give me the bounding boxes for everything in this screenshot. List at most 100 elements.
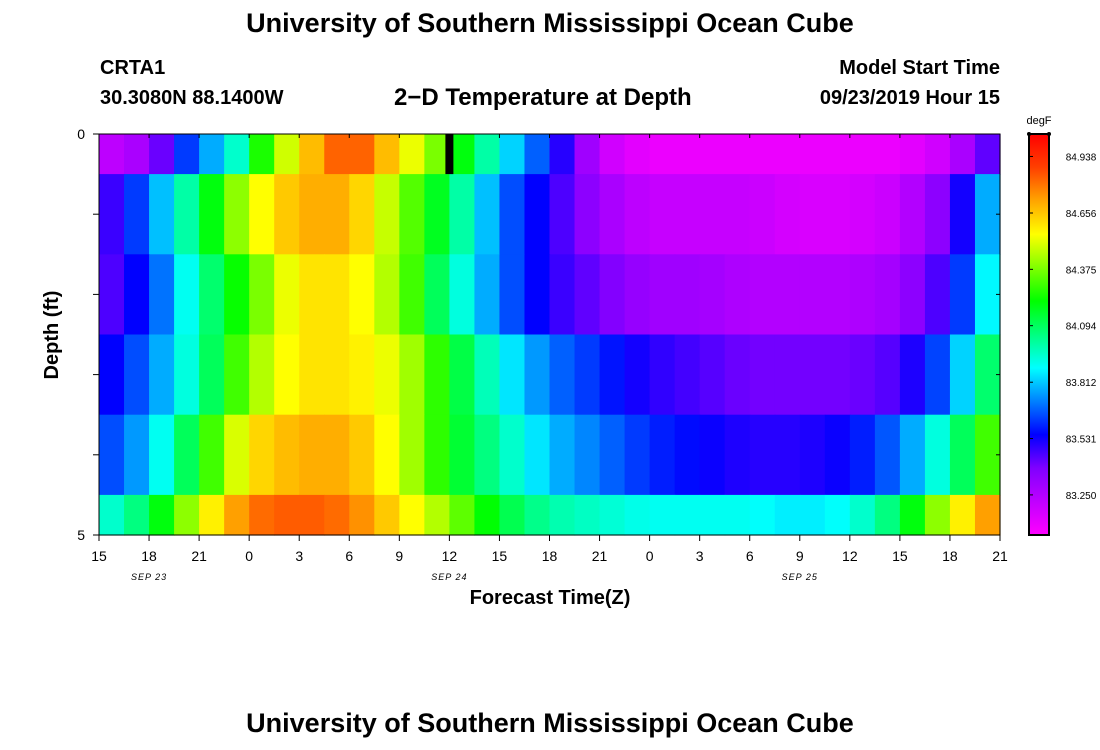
heatmap-cell <box>549 494 576 536</box>
heatmap-cell <box>874 134 901 175</box>
heatmap-cell <box>824 254 851 336</box>
x-axis-label: Forecast Time(Z) <box>470 587 631 609</box>
heatmap-cell <box>949 254 976 336</box>
heatmap-cell <box>474 174 501 255</box>
heatmap-cell <box>149 494 175 536</box>
heatmap-cell <box>774 254 801 336</box>
heatmap-cell <box>924 254 951 336</box>
heatmap-cell <box>549 414 576 496</box>
heatmap-cell <box>474 334 501 416</box>
colorbar-tick-label: 83.812 <box>1066 378 1097 389</box>
heatmap-cell <box>574 134 601 175</box>
colorbar-tick-label: 84.938 <box>1066 152 1097 163</box>
heatmap-cell <box>899 334 926 416</box>
heatmap-cell <box>249 414 275 496</box>
heatmap-cell <box>299 494 325 536</box>
heatmap-cell <box>224 254 250 336</box>
heatmap-cell <box>249 494 275 536</box>
colorbar-tick-label: 84.094 <box>1066 322 1097 333</box>
heatmap-cell <box>924 494 951 536</box>
heatmap-cell <box>474 414 501 496</box>
heatmap-cell <box>674 414 701 496</box>
heatmap-cell <box>699 254 726 336</box>
heatmap-cell <box>299 334 325 416</box>
heatmap-cell <box>749 334 776 416</box>
heatmap-cell <box>124 334 150 416</box>
heatmap-cell <box>524 134 551 175</box>
heatmap-cell <box>824 414 851 496</box>
heatmap-cell <box>124 414 150 496</box>
heatmap-cell <box>399 414 425 496</box>
heatmap-cell <box>924 134 951 175</box>
heatmap-cell <box>674 174 701 255</box>
heatmap-cell <box>399 174 425 255</box>
heatmap-cell <box>874 494 901 536</box>
heatmap-cell <box>399 334 425 416</box>
heatmap-cell <box>274 494 300 536</box>
heatmap-cell <box>424 334 450 416</box>
x-tick-label: 12 <box>442 548 458 564</box>
heatmap-cell <box>399 134 425 175</box>
x-tick-label: 6 <box>746 548 754 564</box>
heatmap-cell <box>124 254 150 336</box>
x-tick-label: 0 <box>245 548 253 564</box>
heatmap-cell <box>349 254 375 336</box>
heatmap-cell <box>249 334 275 416</box>
heatmap-cell <box>624 254 651 336</box>
heatmap-cell <box>849 334 876 416</box>
heatmap-cell <box>624 414 651 496</box>
heatmap-cell <box>449 174 476 255</box>
heatmap-cell <box>574 334 601 416</box>
colorbar-corner-dot <box>1027 132 1031 136</box>
heatmap-cell <box>799 134 826 175</box>
heatmap-cell <box>799 334 826 416</box>
heatmap-cell <box>424 494 450 536</box>
model-start-value: 09/23/2019 Hour 15 <box>819 87 1000 109</box>
heatmap-cell <box>799 174 826 255</box>
heatmap-cell <box>674 254 701 336</box>
heatmap-cell <box>724 334 751 416</box>
heatmap-cell <box>399 494 425 536</box>
heatmap-cell <box>949 494 976 536</box>
x-tick-label: 15 <box>892 548 908 564</box>
heatmap-cell <box>224 174 250 255</box>
heatmap-cell <box>949 334 976 416</box>
heatmap-cell <box>774 134 801 175</box>
heatmap-cell <box>424 414 450 496</box>
date-label: SEP 23 <box>131 572 167 582</box>
heatmap-cell <box>324 254 350 336</box>
heatmap-cell <box>449 494 476 536</box>
heatmap-cell <box>649 254 676 336</box>
x-tick-label: 9 <box>395 548 403 564</box>
heatmap-cell <box>924 334 951 416</box>
x-tick-label: 18 <box>942 548 958 564</box>
heatmap-cell <box>349 494 375 536</box>
heatmap-cell <box>149 414 175 496</box>
heatmap-cell <box>399 254 425 336</box>
heatmap-cell <box>674 334 701 416</box>
heatmap-cell <box>624 134 651 175</box>
heatmap-cell <box>524 494 551 536</box>
heatmap-cell <box>374 134 400 175</box>
colorbar-tick-label: 83.531 <box>1066 435 1097 446</box>
heatmap-cell <box>224 334 250 416</box>
heatmap-cell <box>949 134 976 175</box>
y-axis: 05 <box>77 126 1000 543</box>
heatmap-cell <box>149 134 175 175</box>
heatmap-cell <box>524 414 551 496</box>
page-title: University of Southern Mississippi Ocean… <box>246 8 854 38</box>
heatmap-cell <box>799 254 826 336</box>
colorbar-scale <box>1028 133 1050 536</box>
x-tick-label: 3 <box>295 548 303 564</box>
colorbar-tick-label: 83.250 <box>1066 491 1097 502</box>
heatmap-cell <box>974 134 1001 175</box>
heatmap-cell <box>349 334 375 416</box>
heatmap-cell <box>899 494 926 536</box>
chart-subtitle: 2−D Temperature at Depth <box>394 84 692 111</box>
heatmap-cell <box>524 174 551 255</box>
heatmap-cell <box>824 334 851 416</box>
heatmap-cell <box>749 414 776 496</box>
heatmap-cell <box>849 414 876 496</box>
heatmap-cell <box>599 494 626 536</box>
